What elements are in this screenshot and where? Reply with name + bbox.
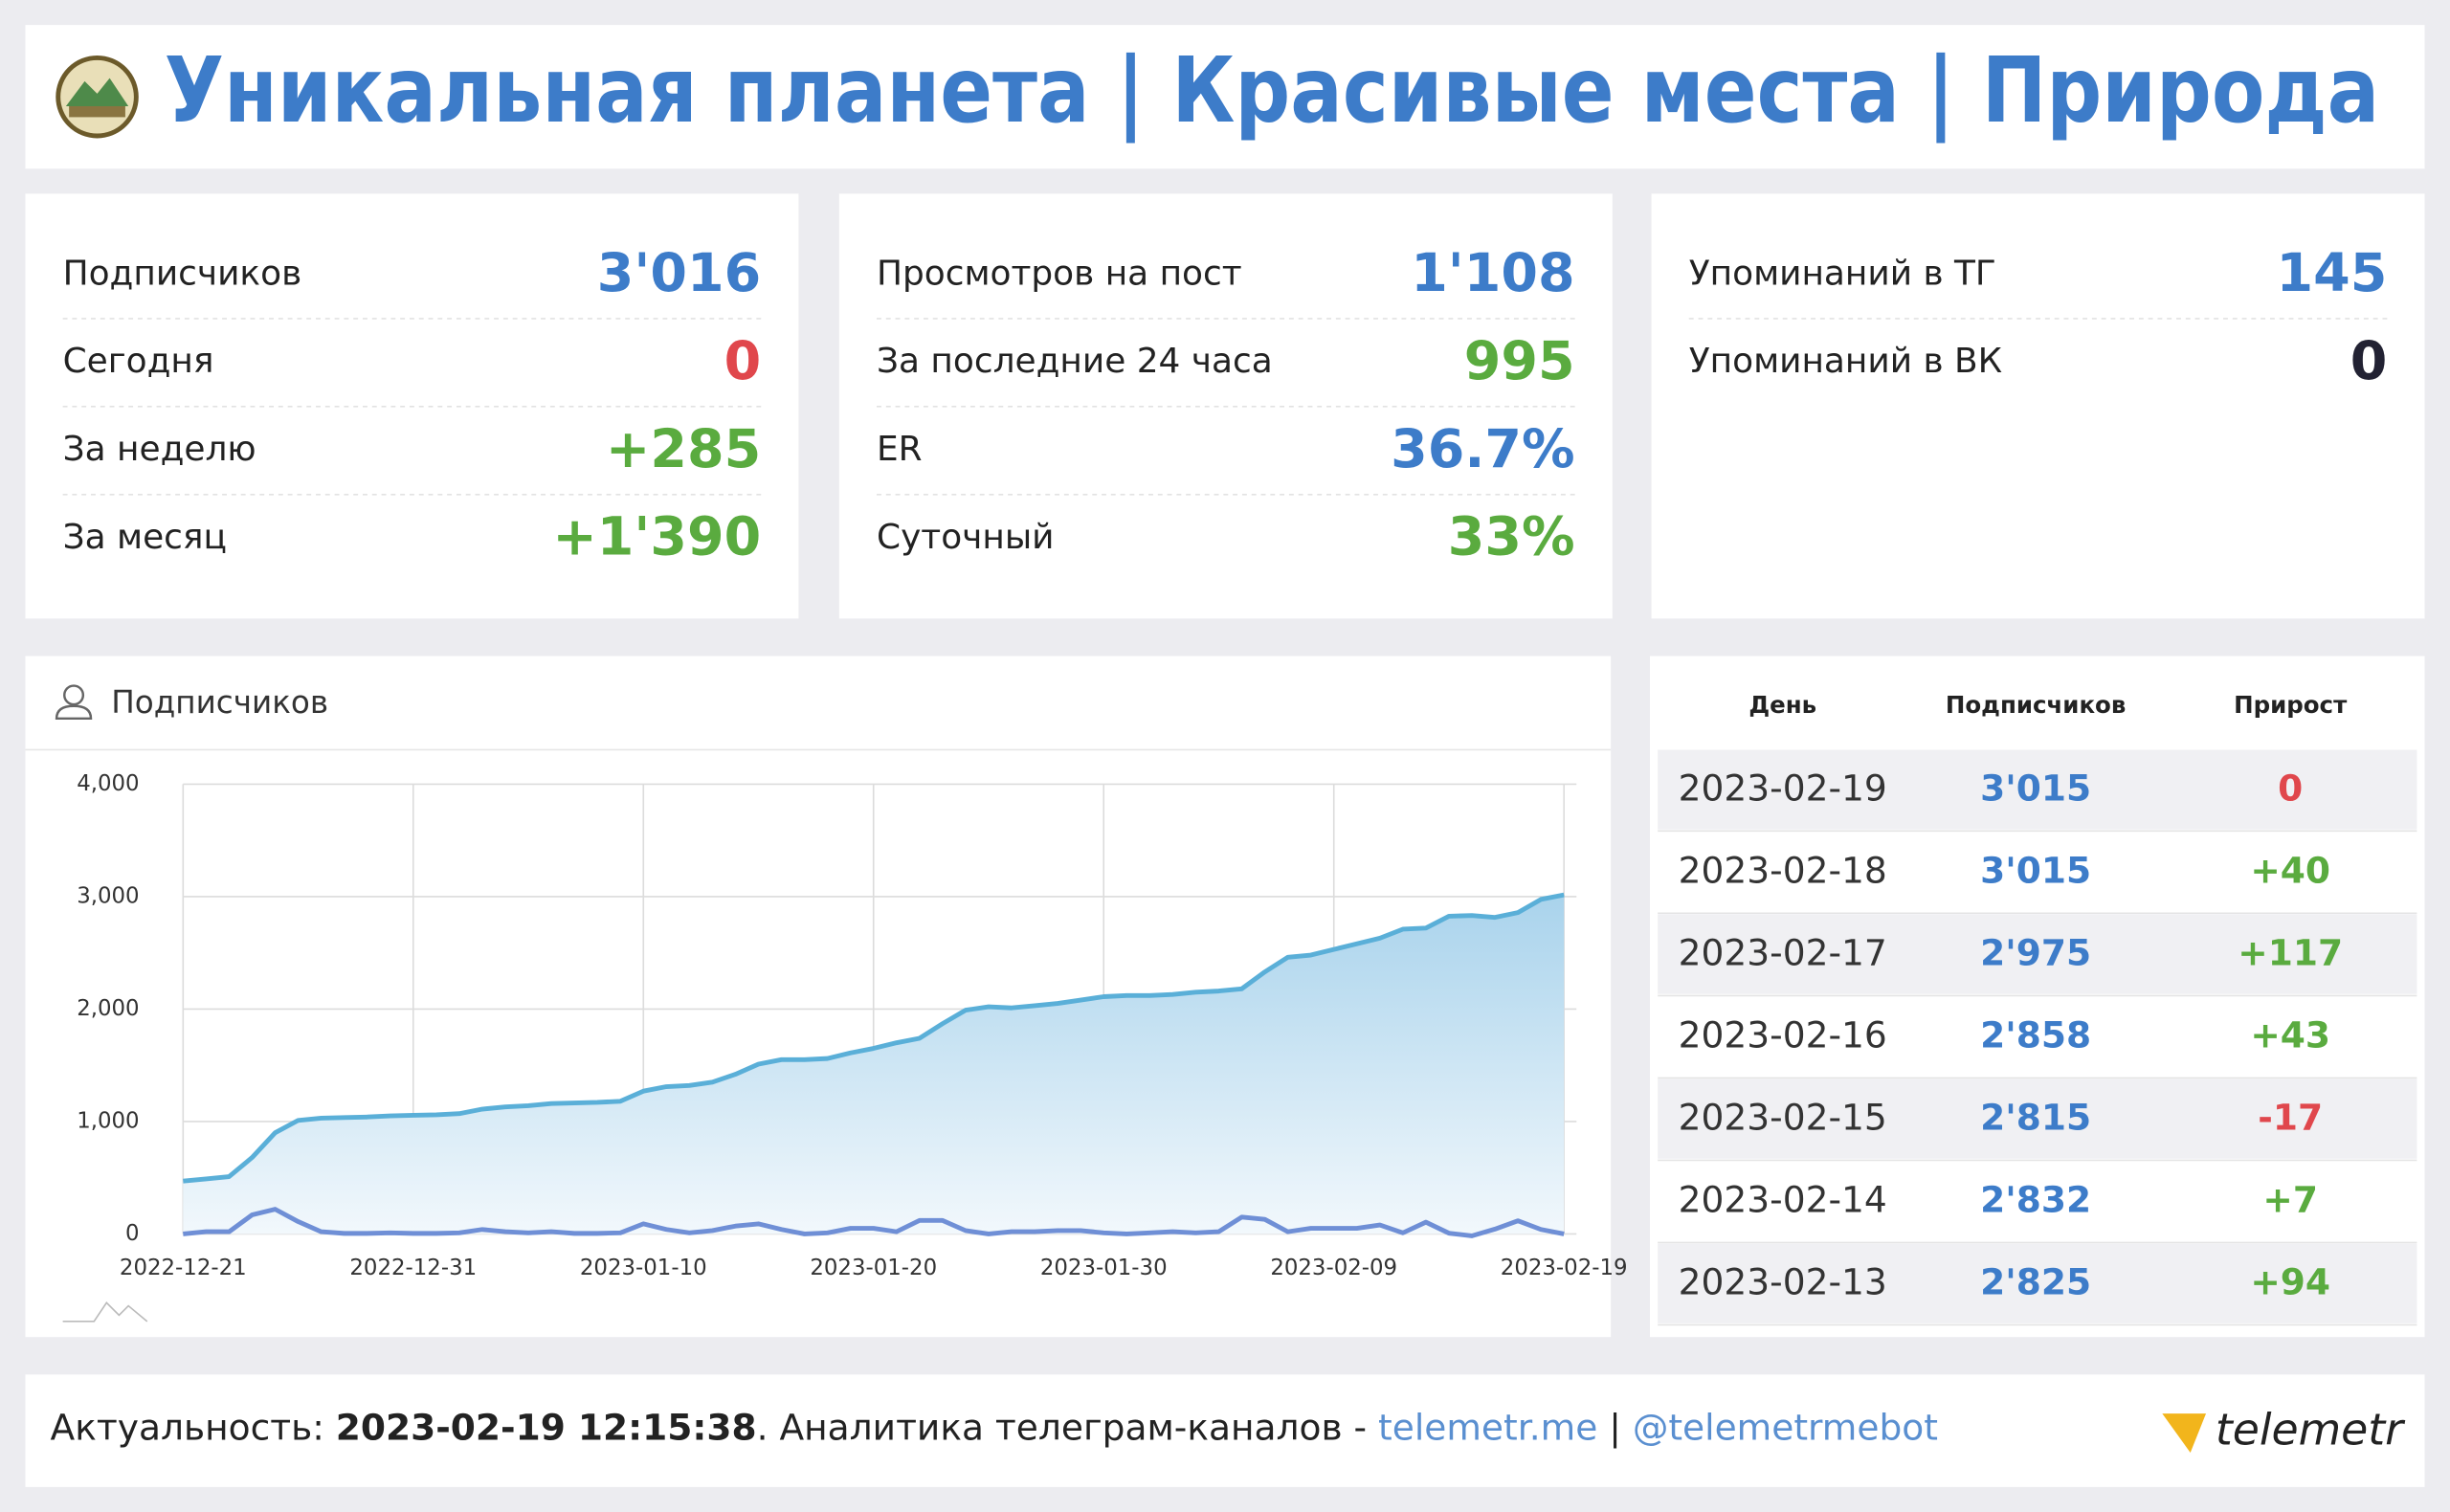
stat-label: Суточный (877, 518, 1055, 557)
user-icon (55, 684, 93, 721)
table-cell: -17 (2258, 1096, 2323, 1138)
x-tick-label: 2023-02-19 (1501, 1256, 1628, 1280)
chart-title: Подписчиков (111, 684, 328, 721)
table-row (1658, 914, 2417, 994)
x-tick-label: 2023-01-10 (580, 1256, 707, 1280)
table-row (1658, 996, 2417, 1077)
table-row (1658, 1078, 2417, 1159)
footer-prefix: Актуальность: (51, 1406, 336, 1448)
table-cell: 2023-02-17 (1679, 931, 1887, 973)
x-tick-label: 2022-12-21 (120, 1256, 247, 1280)
stat-value: 0 (2350, 330, 2388, 392)
table-cell: 2023-02-18 (1679, 849, 1887, 891)
footer-text: Актуальность: 2023-02-19 12:15:38. Анали… (51, 1406, 1938, 1448)
stat-value: 3'016 (597, 242, 761, 304)
table-cell: 2'825 (1980, 1261, 2091, 1303)
stat-label: Упоминаний в ТГ (1689, 254, 1996, 293)
table-cell: 2'858 (1980, 1013, 2091, 1056)
x-tick-label: 2023-01-20 (810, 1256, 937, 1280)
stat-label: ER (877, 430, 923, 469)
stat-label: Просмотров на пост (877, 254, 1242, 293)
table-row (1658, 832, 2417, 912)
x-tick-label: 2022-12-31 (349, 1256, 477, 1280)
stat-value: 1'108 (1411, 242, 1574, 304)
stat-label: Упоминаний в ВК (1689, 342, 2002, 381)
table-cell: 2023-02-15 (1679, 1096, 1887, 1138)
table-row (1658, 749, 2417, 830)
stat-value: +1'390 (552, 506, 761, 568)
stat-value: 36.7% (1391, 418, 1575, 480)
header (25, 25, 2425, 169)
table-cell: +94 (2250, 1261, 2330, 1303)
stat-label: Подписчиков (63, 254, 302, 293)
table-header: День (1748, 691, 1816, 719)
stat-value: 995 (1464, 330, 1575, 392)
y-tick-label: 4,000 (77, 771, 139, 796)
table-cell: 3'015 (1980, 849, 2091, 891)
table-cell: 3'015 (1980, 767, 2091, 809)
table-cell: +7 (2262, 1179, 2318, 1221)
stat-value: +285 (606, 418, 761, 480)
table-cell: 2'815 (1980, 1096, 2091, 1138)
y-tick-label: 2,000 (77, 996, 139, 1021)
table-cell: 2'832 (1980, 1179, 2091, 1221)
stat-value: 145 (2277, 242, 2388, 304)
stat-card (1651, 193, 2425, 619)
table-cell: 2023-02-19 (1679, 767, 1887, 809)
footer-middle: . Аналитика телеграм-каналов - (757, 1406, 1378, 1448)
y-tick-label: 0 (125, 1221, 140, 1246)
footer (25, 1374, 2425, 1487)
table-cell: 2023-02-16 (1679, 1013, 1887, 1056)
stat-label: Сегодня (63, 342, 214, 381)
y-tick-label: 1,000 (77, 1108, 139, 1133)
x-tick-label: 2023-02-09 (1270, 1256, 1397, 1280)
stat-label: За месяц (63, 518, 227, 557)
logo-text: telemetr (2216, 1404, 2406, 1455)
area (183, 895, 1565, 1234)
table-cell: +40 (2250, 849, 2330, 891)
timestamp: 2023-02-19 12:15:38 (336, 1406, 757, 1448)
table-cell: 2023-02-14 (1679, 1179, 1887, 1221)
stat-label: За последние 24 часа (877, 342, 1273, 381)
stat-label: За неделю (63, 430, 256, 469)
table-row (1658, 1161, 2417, 1241)
table-row (1658, 1243, 2417, 1323)
y-tick-label: 3,000 (77, 883, 139, 908)
table-cell: 2023-02-13 (1679, 1261, 1887, 1303)
table-header: Прирост (2234, 691, 2348, 719)
link[interactable]: telemetr.me (1378, 1406, 1597, 1448)
telemetr-logo: telemetr (2162, 1404, 2406, 1455)
table-cell: +117 (2238, 931, 2343, 973)
stat-value: 0 (724, 330, 762, 392)
navigator (62, 1301, 148, 1323)
title: Уникальная планета | Красивые места | Пр… (165, 38, 2380, 144)
stat-value: 33% (1448, 506, 1575, 568)
table-cell: +43 (2250, 1013, 2330, 1056)
line (183, 1207, 1565, 1238)
table-header: Подписчиков (1946, 691, 2126, 719)
table-cell: 2'975 (1980, 931, 2091, 973)
line (183, 892, 1565, 1184)
link[interactable]: @telemetrmebot (1633, 1406, 1938, 1448)
x-tick-label: 2023-01-30 (1040, 1256, 1168, 1280)
separator: | (1597, 1406, 1633, 1448)
logo (56, 55, 139, 139)
table-cell: 0 (2278, 767, 2303, 809)
